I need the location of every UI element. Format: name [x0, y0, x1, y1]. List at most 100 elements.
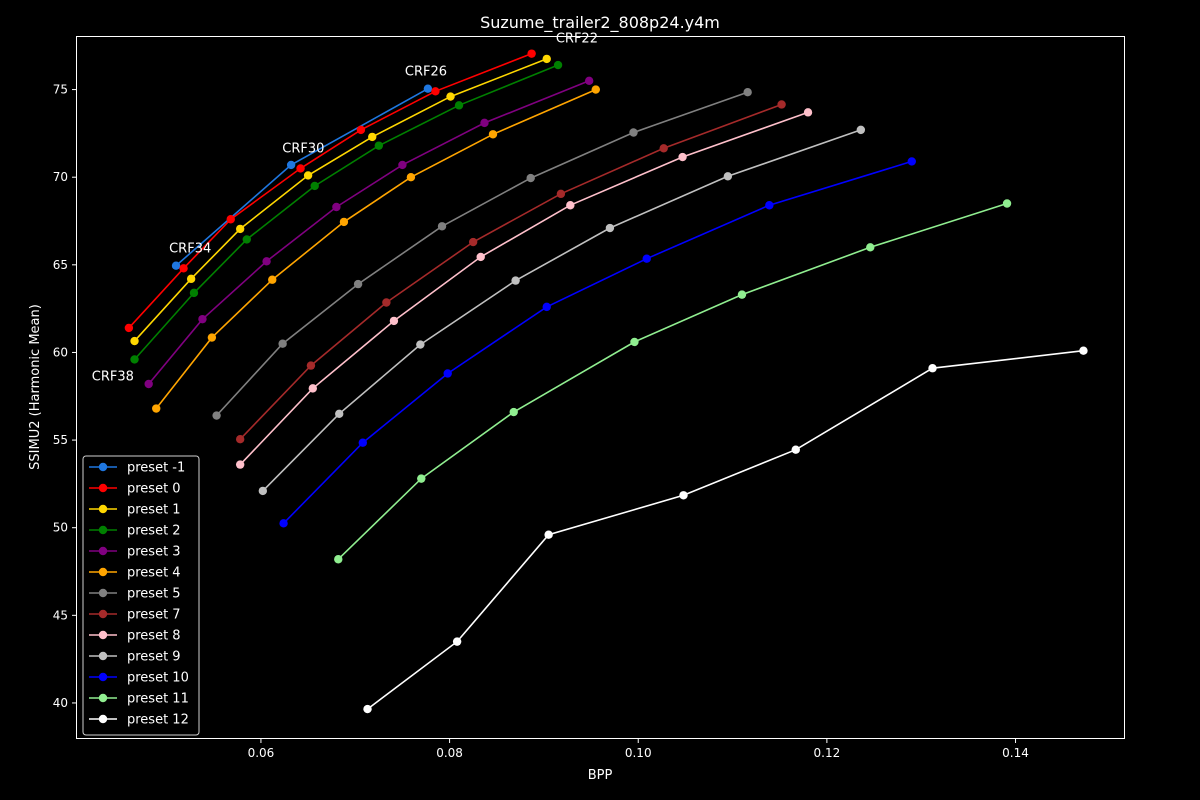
data-point	[856, 125, 866, 135]
data-point	[437, 222, 447, 231]
data-point	[130, 355, 139, 364]
data-point	[777, 100, 786, 109]
x-tick-label: 0.12	[814, 746, 841, 760]
data-point	[629, 128, 638, 137]
legend-entry: preset 5	[89, 587, 181, 602]
legend-swatch-marker	[98, 546, 108, 556]
legend-swatch-marker	[98, 630, 108, 640]
data-point	[509, 407, 518, 417]
data-point	[242, 235, 251, 244]
legend-swatch-marker	[98, 504, 108, 514]
data-point	[542, 54, 551, 64]
y-tick-label: 45	[53, 608, 68, 622]
x-tick-label: 0.08	[436, 746, 463, 760]
data-point	[488, 130, 498, 139]
data-point	[723, 172, 733, 181]
data-point	[212, 411, 221, 420]
legend-label: preset 7	[127, 608, 181, 623]
data-point	[417, 474, 426, 483]
data-point	[358, 438, 368, 447]
data-point	[452, 637, 462, 646]
data-point	[368, 132, 377, 142]
data-point	[179, 264, 188, 273]
data-point	[791, 445, 800, 454]
legend: preset -1 preset 0 preset 1 preset 2 preset …	[82, 455, 200, 736]
crf-annotation: CRF26	[405, 65, 447, 80]
x-tick-label: 0.10	[625, 746, 652, 760]
data-point	[235, 460, 245, 469]
data-point	[591, 85, 600, 94]
y-axis-label: SSIMU2 (Harmonic Mean)	[28, 304, 43, 470]
legend-entry: preset 3	[89, 545, 181, 560]
data-point	[743, 88, 752, 97]
data-point	[446, 92, 455, 101]
data-point	[406, 173, 416, 182]
legend-label: preset 4	[127, 566, 181, 581]
legend-label: preset -1	[127, 461, 185, 476]
data-point	[278, 339, 287, 348]
data-point	[480, 118, 489, 128]
data-point	[198, 314, 207, 324]
legend-entry: preset 2	[89, 524, 181, 539]
chart-title: Suzume_trailer2_808p24.y4m	[480, 13, 720, 33]
data-point	[262, 257, 271, 266]
series-10	[279, 157, 916, 528]
legend-swatch-marker	[98, 651, 108, 661]
legend-swatch-marker	[98, 483, 108, 493]
data-point	[334, 555, 343, 564]
data-point	[335, 409, 344, 418]
data-point	[431, 87, 440, 96]
legend-swatch-marker	[98, 567, 108, 577]
legend-box	[82, 455, 200, 736]
data-point	[374, 141, 384, 150]
data-point	[642, 254, 651, 263]
series-line	[283, 160, 913, 524]
legend-swatch-marker	[98, 588, 108, 598]
data-point	[737, 290, 747, 299]
series-1	[124, 49, 536, 333]
data-point	[476, 252, 485, 262]
data-point	[454, 101, 464, 110]
annotations: CRF22 CRF26 CRF30 CRF34 CRF38	[92, 31, 598, 384]
data-point	[553, 60, 563, 70]
data-point	[526, 173, 535, 183]
legend-swatch-marker	[98, 525, 108, 535]
legend-label: preset 1	[127, 503, 181, 518]
legend-entry: preset 8	[89, 629, 181, 644]
data-point	[928, 364, 937, 373]
legend-label: preset 0	[127, 482, 181, 497]
legend-label: preset 3	[127, 545, 181, 560]
data-point	[356, 125, 366, 135]
crf-annotation: CRF38	[92, 369, 134, 384]
data-point	[171, 261, 181, 270]
data-point	[332, 202, 341, 212]
series-6	[212, 88, 752, 420]
data-point	[907, 157, 916, 166]
crf-annotation: CRF22	[556, 31, 598, 46]
legend-entry: preset 7	[89, 608, 181, 623]
data-point	[363, 704, 372, 714]
series-8	[235, 108, 813, 469]
data-point	[144, 379, 153, 389]
series-2	[130, 54, 551, 346]
data-point	[189, 288, 199, 298]
data-point	[765, 201, 774, 210]
data-point	[678, 152, 687, 162]
series-12	[363, 346, 1088, 714]
data-point	[235, 434, 245, 444]
data-point	[398, 160, 407, 170]
y-tick-label: 65	[53, 258, 68, 272]
data-point	[258, 486, 268, 496]
data-point	[310, 181, 319, 191]
data-point	[630, 337, 639, 347]
data-point	[659, 144, 668, 153]
data-point	[124, 323, 134, 333]
data-point	[279, 519, 288, 528]
data-point	[544, 530, 553, 539]
legend-entry: preset 0	[89, 482, 181, 497]
crf-annotation: CRF34	[169, 242, 211, 257]
data-point	[468, 237, 478, 247]
data-point	[1079, 346, 1088, 355]
data-point	[566, 201, 575, 210]
